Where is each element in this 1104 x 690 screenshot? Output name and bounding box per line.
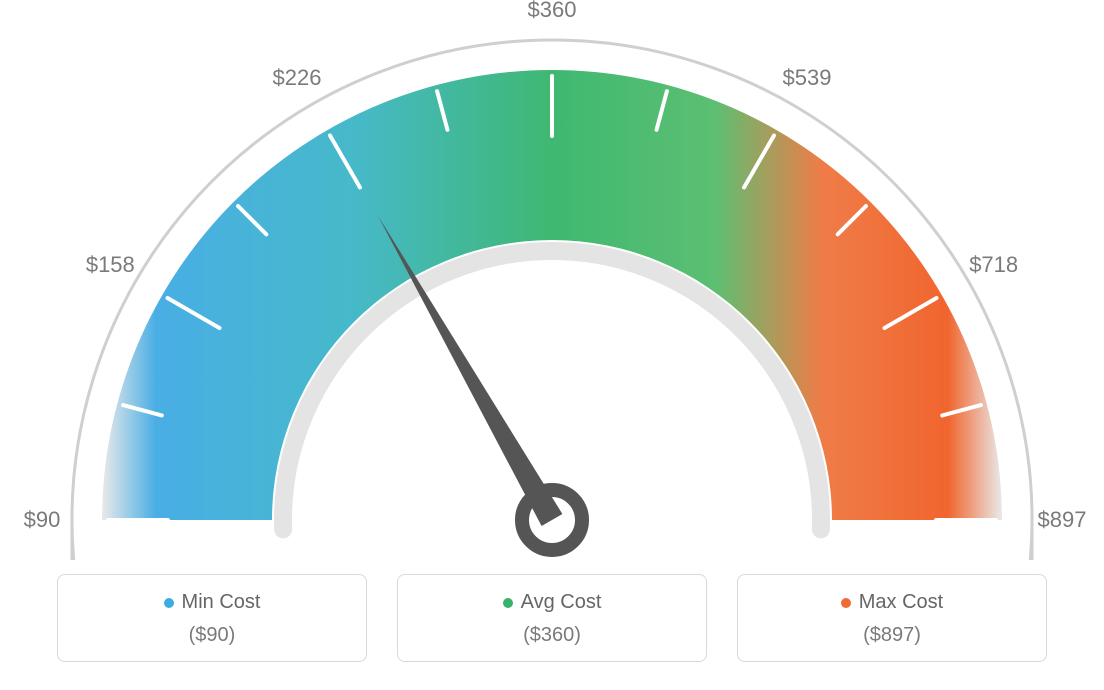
- legend-card-avg: Avg Cost ($360): [397, 574, 707, 662]
- legend-card-min: Min Cost ($90): [57, 574, 367, 662]
- legend-title-min: Min Cost: [164, 591, 261, 614]
- legend-value-max: ($897): [738, 624, 1046, 647]
- legend-value-min: ($90): [58, 624, 366, 647]
- gauge-tick-label: $158: [86, 252, 135, 278]
- gauge-area: $90 $158 $226 $360 $539 $718 $897: [0, 0, 1104, 560]
- gauge-tick-label: $539: [783, 65, 832, 91]
- gauge-tick-label: $360: [528, 0, 577, 23]
- gauge-chart-container: $90 $158 $226 $360 $539 $718 $897 Min Cost ($9…: [0, 0, 1104, 690]
- legend-row: Min Cost ($90) Avg Cost ($360) Max Cost …: [0, 574, 1104, 662]
- gauge-svg: [0, 0, 1104, 560]
- legend-label-min: Min Cost: [182, 591, 261, 614]
- legend-title-avg: Avg Cost: [503, 591, 602, 614]
- legend-label-avg: Avg Cost: [521, 591, 602, 614]
- legend-dot-avg: [503, 598, 513, 608]
- legend-value-avg: ($360): [398, 624, 706, 647]
- gauge-tick-label: $90: [24, 507, 61, 533]
- legend-dot-min: [164, 598, 174, 608]
- gauge-tick-label: $718: [969, 252, 1018, 278]
- legend-card-max: Max Cost ($897): [737, 574, 1047, 662]
- gauge-tick-label: $897: [1038, 507, 1087, 533]
- gauge-tick-label: $226: [273, 65, 322, 91]
- legend-title-max: Max Cost: [841, 591, 943, 614]
- legend-dot-max: [841, 598, 851, 608]
- legend-label-max: Max Cost: [859, 591, 943, 614]
